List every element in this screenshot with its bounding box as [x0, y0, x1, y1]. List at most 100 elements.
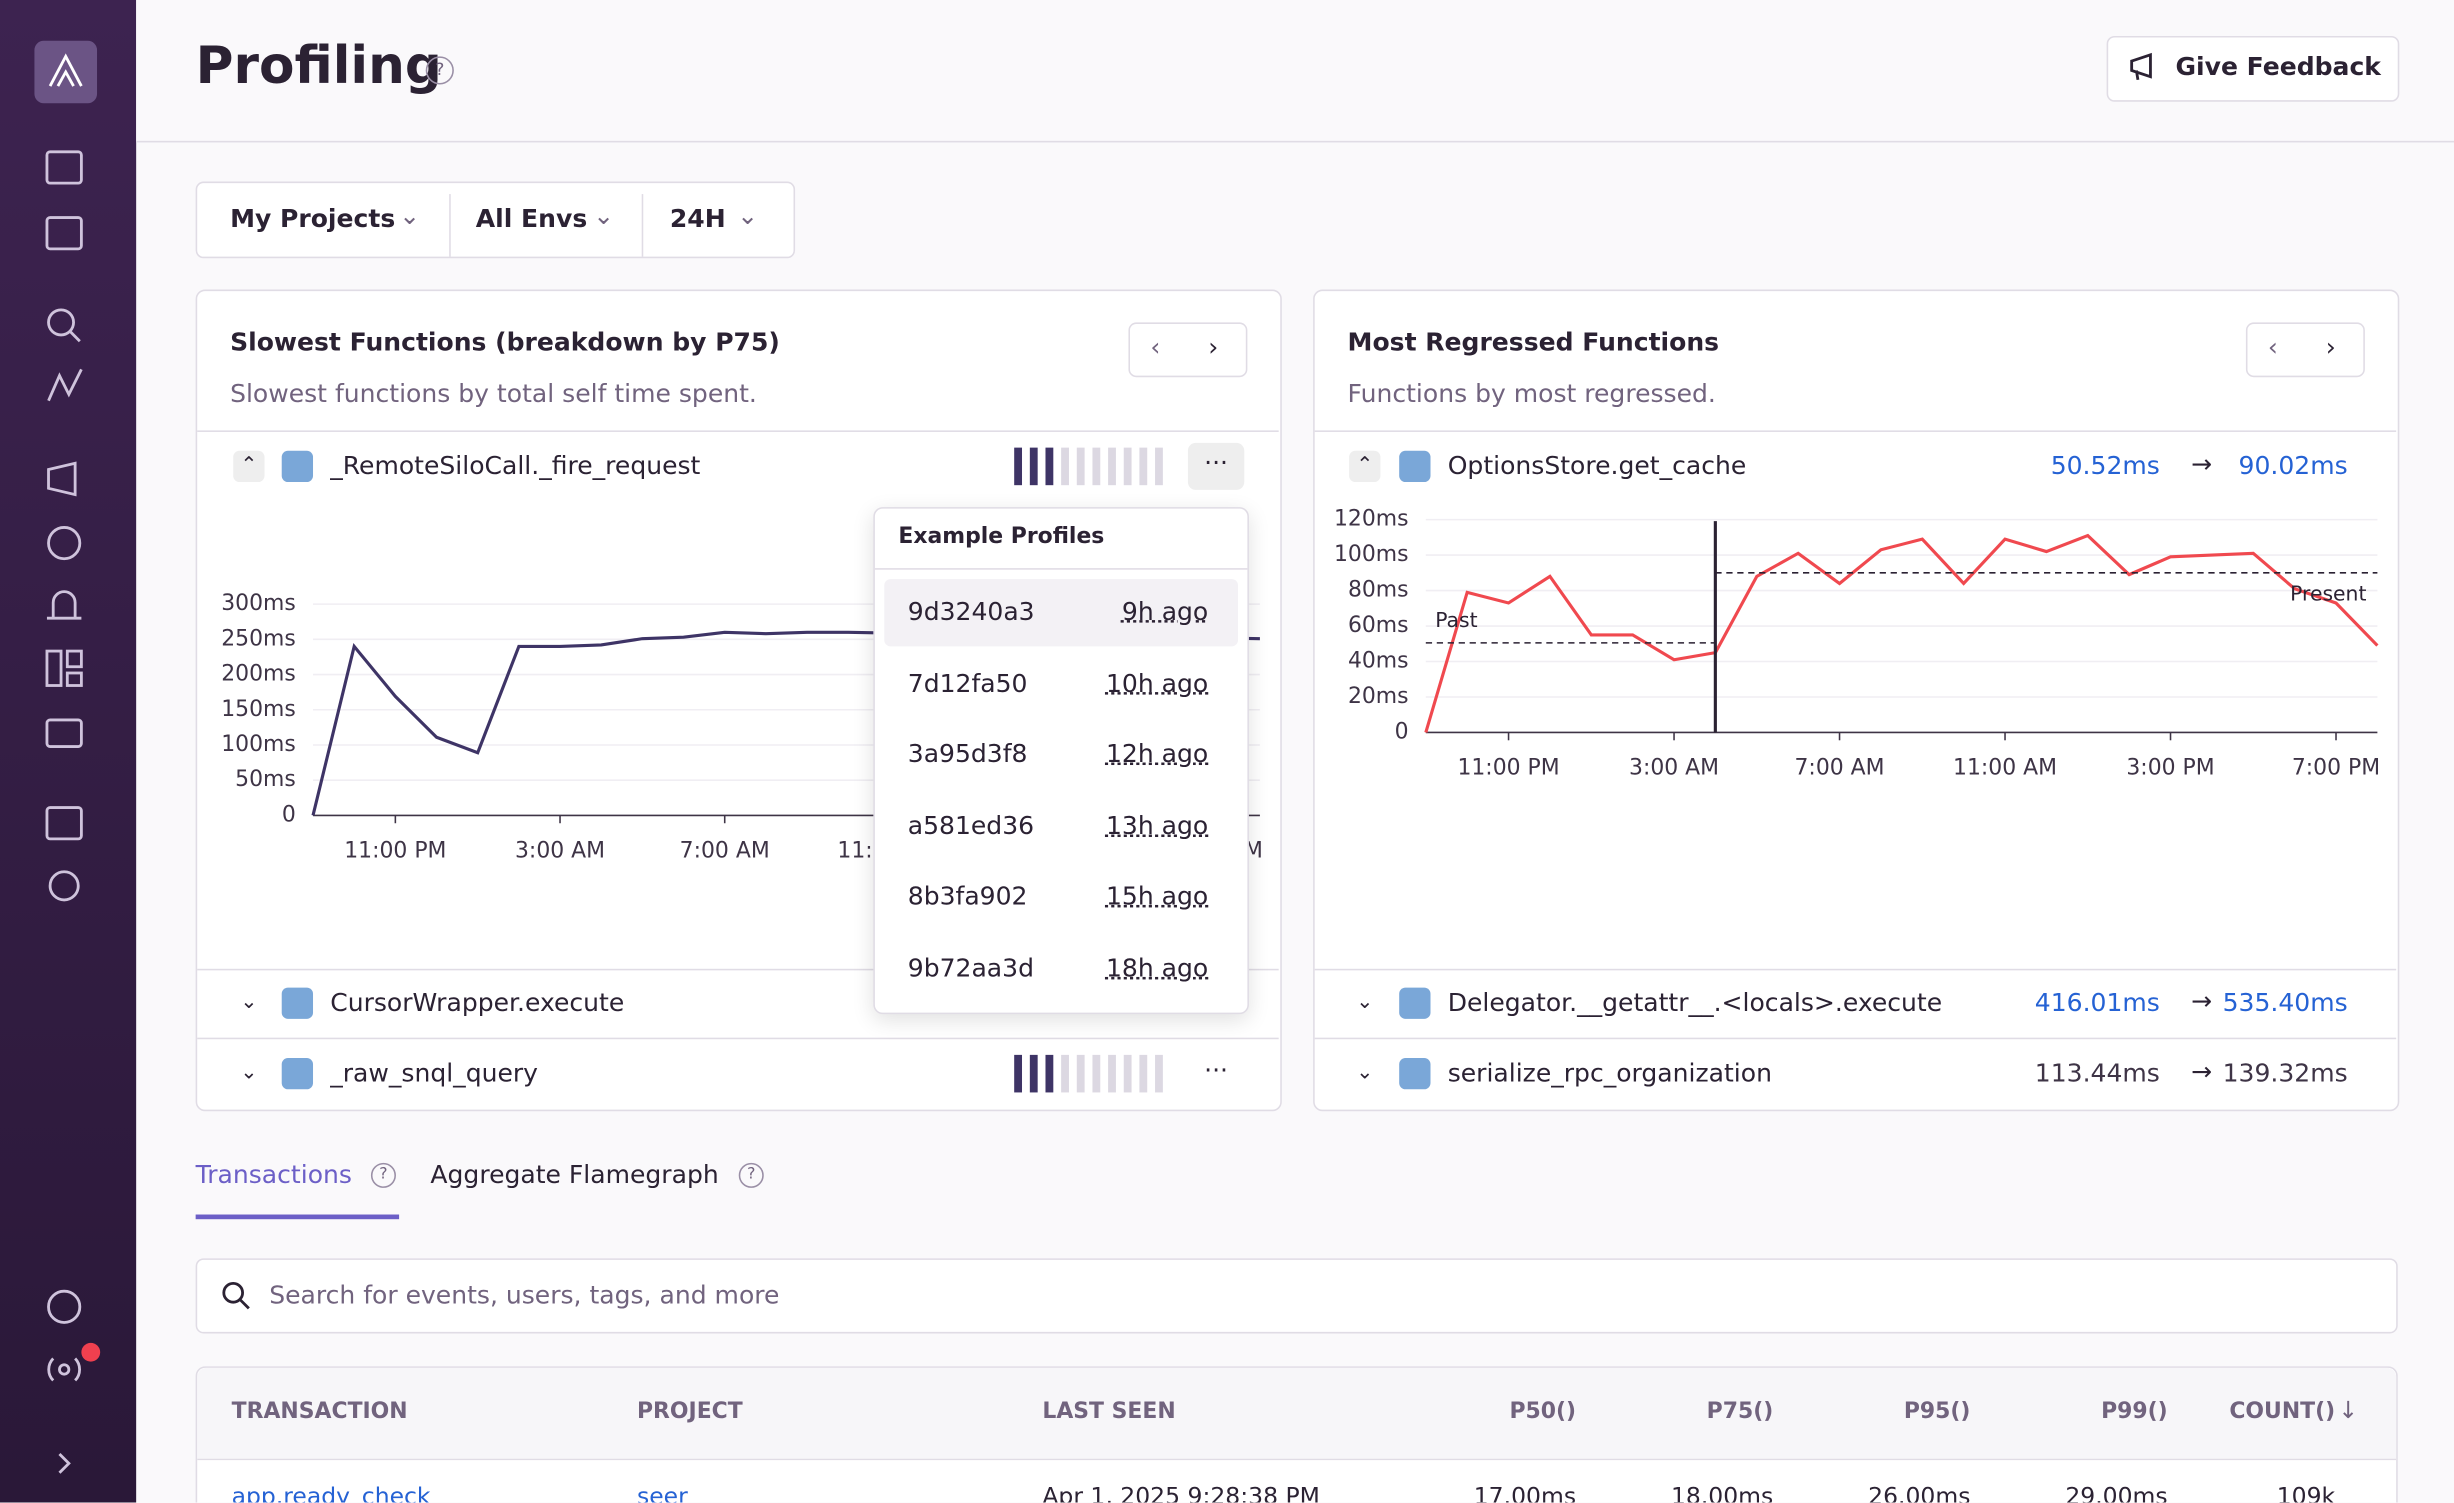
- y-tick-label: 200ms: [221, 662, 296, 687]
- present-label: Present: [2290, 582, 2366, 606]
- activity-bar: [1061, 1055, 1069, 1093]
- activity-bar: [1092, 1055, 1100, 1093]
- column-header[interactable]: LAST SEEN: [1042, 1399, 1175, 1424]
- activity-bar: [1030, 448, 1038, 486]
- activity-bar: [1077, 1055, 1085, 1093]
- function-name: OptionsStore.get_cache: [1448, 451, 1747, 481]
- menu-divider: [875, 568, 1247, 570]
- activity-bar: [1139, 1055, 1147, 1093]
- profile-id[interactable]: a581ed36: [908, 810, 1034, 840]
- expand-toggle[interactable]: ⌄: [1349, 1058, 1380, 1089]
- y-tick-label: 60ms: [1348, 613, 1409, 638]
- activity-bar: [1124, 448, 1132, 486]
- python-icon: [1399, 1058, 1430, 1089]
- expand-toggle[interactable]: ⌄: [233, 988, 264, 1019]
- profile-id[interactable]: 3a95d3f8: [908, 739, 1028, 769]
- y-tick-label: 50ms: [235, 767, 296, 792]
- y-tick-label: 300ms: [221, 591, 296, 616]
- x-tick-label: 3:00 AM: [1629, 755, 1719, 780]
- python-icon: [282, 1058, 313, 1089]
- activity-bar: [1061, 448, 1069, 486]
- more-button[interactable]: ···: [1188, 443, 1244, 490]
- function-name: serialize_rpc_organization: [1448, 1058, 1772, 1088]
- table-cell: 109k: [2277, 1482, 2335, 1502]
- x-tick-label: 7:00 AM: [1795, 755, 1885, 780]
- profile-id[interactable]: 9b72aa3d: [908, 952, 1034, 982]
- column-header[interactable]: P50(): [1509, 1399, 1576, 1424]
- profile-age[interactable]: 10h ago: [1106, 668, 1208, 698]
- profile-age[interactable]: 15h ago: [1106, 881, 1208, 911]
- help-icon: ?: [739, 1163, 764, 1188]
- value-before: 416.01ms: [2035, 988, 2160, 1018]
- column-header[interactable]: PROJECT: [637, 1399, 743, 1424]
- y-tick-label: 120ms: [1334, 507, 1409, 532]
- function-name: CursorWrapper.execute: [330, 988, 624, 1018]
- tab[interactable]: Aggregate Flamegraph: [430, 1160, 718, 1190]
- table-cell: Apr 1, 2025 9:28:38 PM: [1042, 1482, 1320, 1502]
- x-tick-label: 7:00 PM: [2292, 755, 2380, 780]
- profile-age[interactable]: 9h ago: [1122, 596, 1208, 626]
- table-cell: 26.00ms: [1868, 1482, 1970, 1502]
- x-tick-label: 11:00 PM: [1457, 755, 1559, 780]
- expand-toggle[interactable]: ⌄: [1349, 988, 1380, 1019]
- x-tick-label: 11:00 PM: [344, 838, 446, 863]
- profile-id[interactable]: 8b3fa902: [908, 881, 1028, 911]
- y-tick-label: 150ms: [221, 697, 296, 722]
- profile-id[interactable]: 7d12fa50: [908, 668, 1028, 698]
- activity-bar: [1092, 448, 1100, 486]
- y-tick-label: 100ms: [1334, 542, 1409, 567]
- more-button[interactable]: ···: [1188, 1050, 1244, 1097]
- table-cell: 18.00ms: [1671, 1482, 1773, 1502]
- value-after: 90.02ms: [2239, 451, 2348, 481]
- expand-toggle[interactable]: ⌄: [233, 1058, 264, 1089]
- expand-toggle[interactable]: ⌃: [1349, 451, 1380, 482]
- past-label: Past: [1435, 608, 1477, 632]
- activity-bar: [1045, 448, 1053, 486]
- profiles-menu: Example Profiles 9d3240a3 9h ago 7d12fa50 1…: [873, 507, 1249, 1014]
- column-header[interactable]: P95(): [1904, 1399, 1971, 1424]
- profile-age[interactable]: 13h ago: [1106, 810, 1208, 840]
- value-before: 113.44ms: [2035, 1058, 2160, 1088]
- column-header[interactable]: TRANSACTION: [232, 1399, 408, 1424]
- activity-bar: [1014, 1055, 1022, 1093]
- x-tick-label: 3:00 PM: [2126, 755, 2214, 780]
- y-tick-label: 100ms: [221, 732, 296, 757]
- tab-underline: [196, 1215, 399, 1220]
- function-name: Delegator.__getattr__.<locals>.execute: [1448, 988, 1942, 1018]
- python-icon: [1399, 988, 1430, 1019]
- expand-toggle[interactable]: ⌃: [233, 451, 264, 482]
- y-tick-label: 40ms: [1348, 649, 1409, 674]
- arrow: →: [2191, 986, 2212, 1016]
- table-cell[interactable]: app.ready_check: [232, 1482, 431, 1502]
- sort-arrow: ↓: [2338, 1396, 2358, 1424]
- series-line: [1426, 536, 2378, 733]
- x-tick-label: 11:00 AM: [1953, 755, 2057, 780]
- search-icon: [221, 1280, 252, 1311]
- activity-bar: [1155, 448, 1163, 486]
- menu-title: Example Profiles: [898, 524, 1104, 549]
- profile-age[interactable]: 18h ago: [1106, 952, 1208, 982]
- table-cell: 17.00ms: [1474, 1482, 1576, 1502]
- column-header[interactable]: P99(): [2101, 1399, 2168, 1424]
- function-name: _raw_snql_query: [330, 1058, 538, 1088]
- y-tick-label: 0: [282, 802, 296, 827]
- table-cell[interactable]: seer: [637, 1482, 688, 1502]
- activity-bar: [1014, 448, 1022, 486]
- column-header[interactable]: P75(): [1707, 1399, 1774, 1424]
- profile-id[interactable]: 9d3240a3: [908, 596, 1035, 626]
- search-placeholder[interactable]: Search for events, users, tags, and more: [269, 1280, 779, 1310]
- table-cell: 29.00ms: [2065, 1482, 2167, 1502]
- profile-age[interactable]: 12h ago: [1106, 739, 1208, 769]
- activity-bar: [1030, 1055, 1038, 1093]
- python-icon: [282, 988, 313, 1019]
- activity-bar: [1045, 1055, 1053, 1093]
- function-name: _RemoteSiloCall._fire_request: [330, 451, 700, 481]
- arrow: →: [2191, 449, 2212, 479]
- column-header[interactable]: COUNT(): [2229, 1399, 2335, 1424]
- tab-active[interactable]: Transactions: [196, 1160, 352, 1190]
- activity-bar: [1139, 448, 1147, 486]
- python-icon: [1399, 451, 1430, 482]
- table-header: [197, 1368, 2396, 1460]
- activity-bar: [1108, 1055, 1116, 1093]
